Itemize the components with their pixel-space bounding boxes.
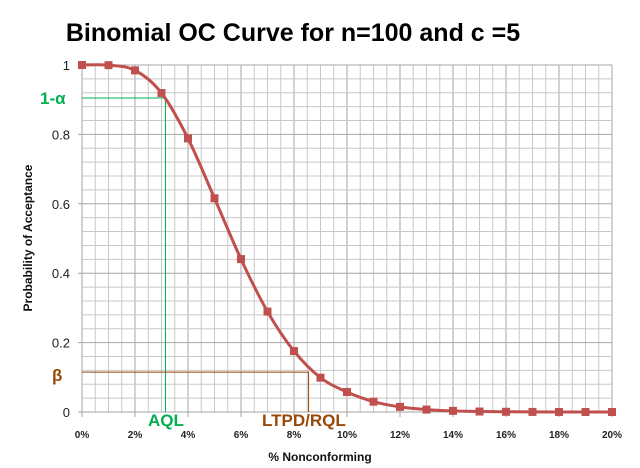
- data-point-marker: [555, 407, 563, 416]
- ltpd-reference-line: [82, 371, 310, 412]
- data-point-marker: [316, 373, 325, 382]
- data-point-marker: [237, 255, 245, 264]
- x-tick-label: 2%: [128, 430, 143, 441]
- aql-annotation: AQL: [148, 411, 184, 430]
- chart-title: Binomial OC Curve for n=100 and c =5: [66, 19, 520, 47]
- data-point-marker: [131, 66, 139, 75]
- x-axis-label: % Nonconforming: [268, 450, 371, 464]
- data-point-marker: [581, 408, 590, 416]
- y-tick-label: 0.6: [52, 197, 70, 212]
- data-point-marker: [608, 408, 616, 416]
- series-pa: [78, 61, 616, 416]
- reference-lines: [82, 97, 310, 412]
- data-point-marker: [78, 61, 86, 69]
- data-point-marker: [157, 89, 166, 98]
- grid: [78, 64, 613, 417]
- data-point-marker: [502, 407, 510, 416]
- y-tick-label: 0.4: [52, 266, 70, 281]
- x-tick-label: 16%: [496, 430, 516, 441]
- x-tick-label: 6%: [234, 430, 249, 441]
- x-tick-label: 4%: [181, 430, 196, 441]
- y-tick-label: 0.8: [52, 127, 70, 142]
- data-point-marker: [184, 134, 192, 143]
- data-point-marker: [528, 407, 537, 416]
- y-axis-ticks: 0 0.2 0.4 0.6 0.8 1: [52, 58, 70, 420]
- y-axis-label: Probability of Acceptance: [21, 164, 35, 311]
- x-tick-label: 12%: [390, 430, 410, 441]
- x-tick-label: 20%: [602, 430, 622, 441]
- x-tick-label: 8%: [287, 430, 302, 441]
- data-point-marker: [475, 407, 484, 416]
- data-point-marker: [422, 405, 431, 414]
- x-axis-ticks: 0% 2% 4% 6% 8% 10% 12% 14% 16% 18% 20%: [75, 430, 622, 441]
- aql-reference-line: [82, 97, 166, 412]
- y-tick-label: 1: [63, 58, 70, 73]
- data-point-marker: [449, 406, 457, 415]
- x-tick-label: 14%: [443, 430, 463, 441]
- data-point-marker: [104, 61, 113, 70]
- data-point-marker: [396, 402, 404, 411]
- y-tick-label: 0: [63, 405, 70, 420]
- y-tick-label: 0.2: [52, 336, 70, 351]
- data-point-marker: [290, 347, 298, 356]
- data-point-marker: [210, 194, 219, 203]
- data-point-marker: [343, 388, 351, 397]
- data-point-marker: [263, 307, 272, 316]
- x-tick-label: 18%: [549, 430, 569, 441]
- ltpd-annotation: LTPD/RQL: [262, 411, 346, 430]
- x-tick-label: 0%: [75, 430, 90, 441]
- data-point-marker: [369, 397, 378, 406]
- alpha-annotation: 1-α: [40, 89, 66, 108]
- x-tick-label: 10%: [337, 430, 357, 441]
- beta-annotation: β: [52, 366, 62, 385]
